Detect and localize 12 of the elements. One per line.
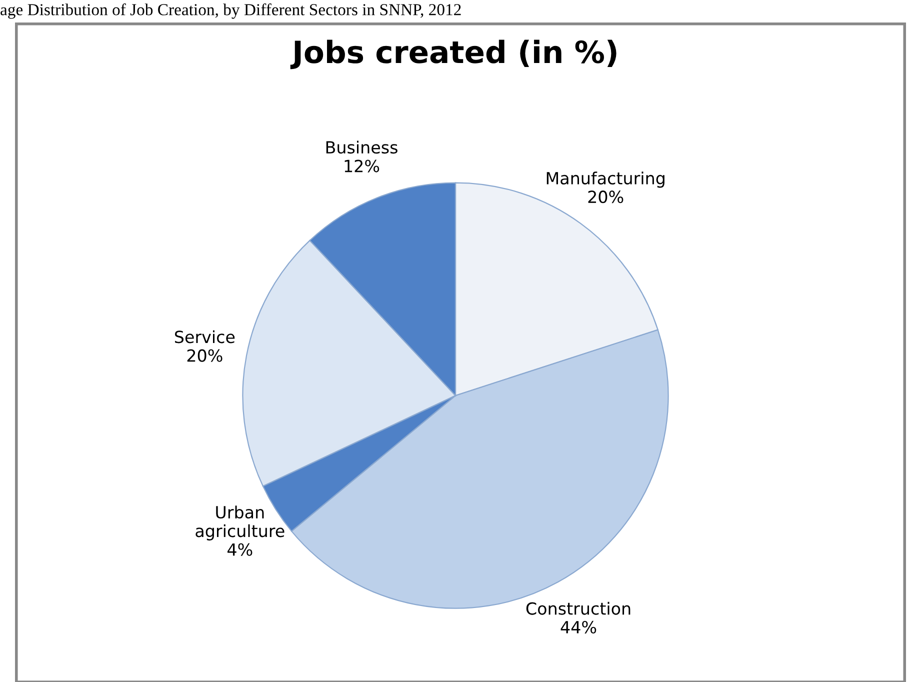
data-label: 4% bbox=[228, 543, 252, 556]
slice-label: Construction bbox=[526, 602, 630, 615]
slice-label: Business bbox=[326, 140, 398, 154]
slice-label: Service bbox=[174, 330, 235, 344]
data-label: 44% bbox=[560, 620, 596, 634]
slice-label: Urban agriculture bbox=[196, 506, 284, 540]
chart-title: Jobs created (in %) bbox=[290, 40, 616, 70]
data-label: 20% bbox=[187, 349, 222, 362]
data-label: 12% bbox=[344, 160, 380, 172]
slice-label: Manufacturing bbox=[546, 172, 664, 188]
data-label: 20% bbox=[588, 190, 624, 204]
text: age Distribution of Job Creation, by Different Sectors in SNNP, 2012 bbox=[0, 3, 461, 19]
